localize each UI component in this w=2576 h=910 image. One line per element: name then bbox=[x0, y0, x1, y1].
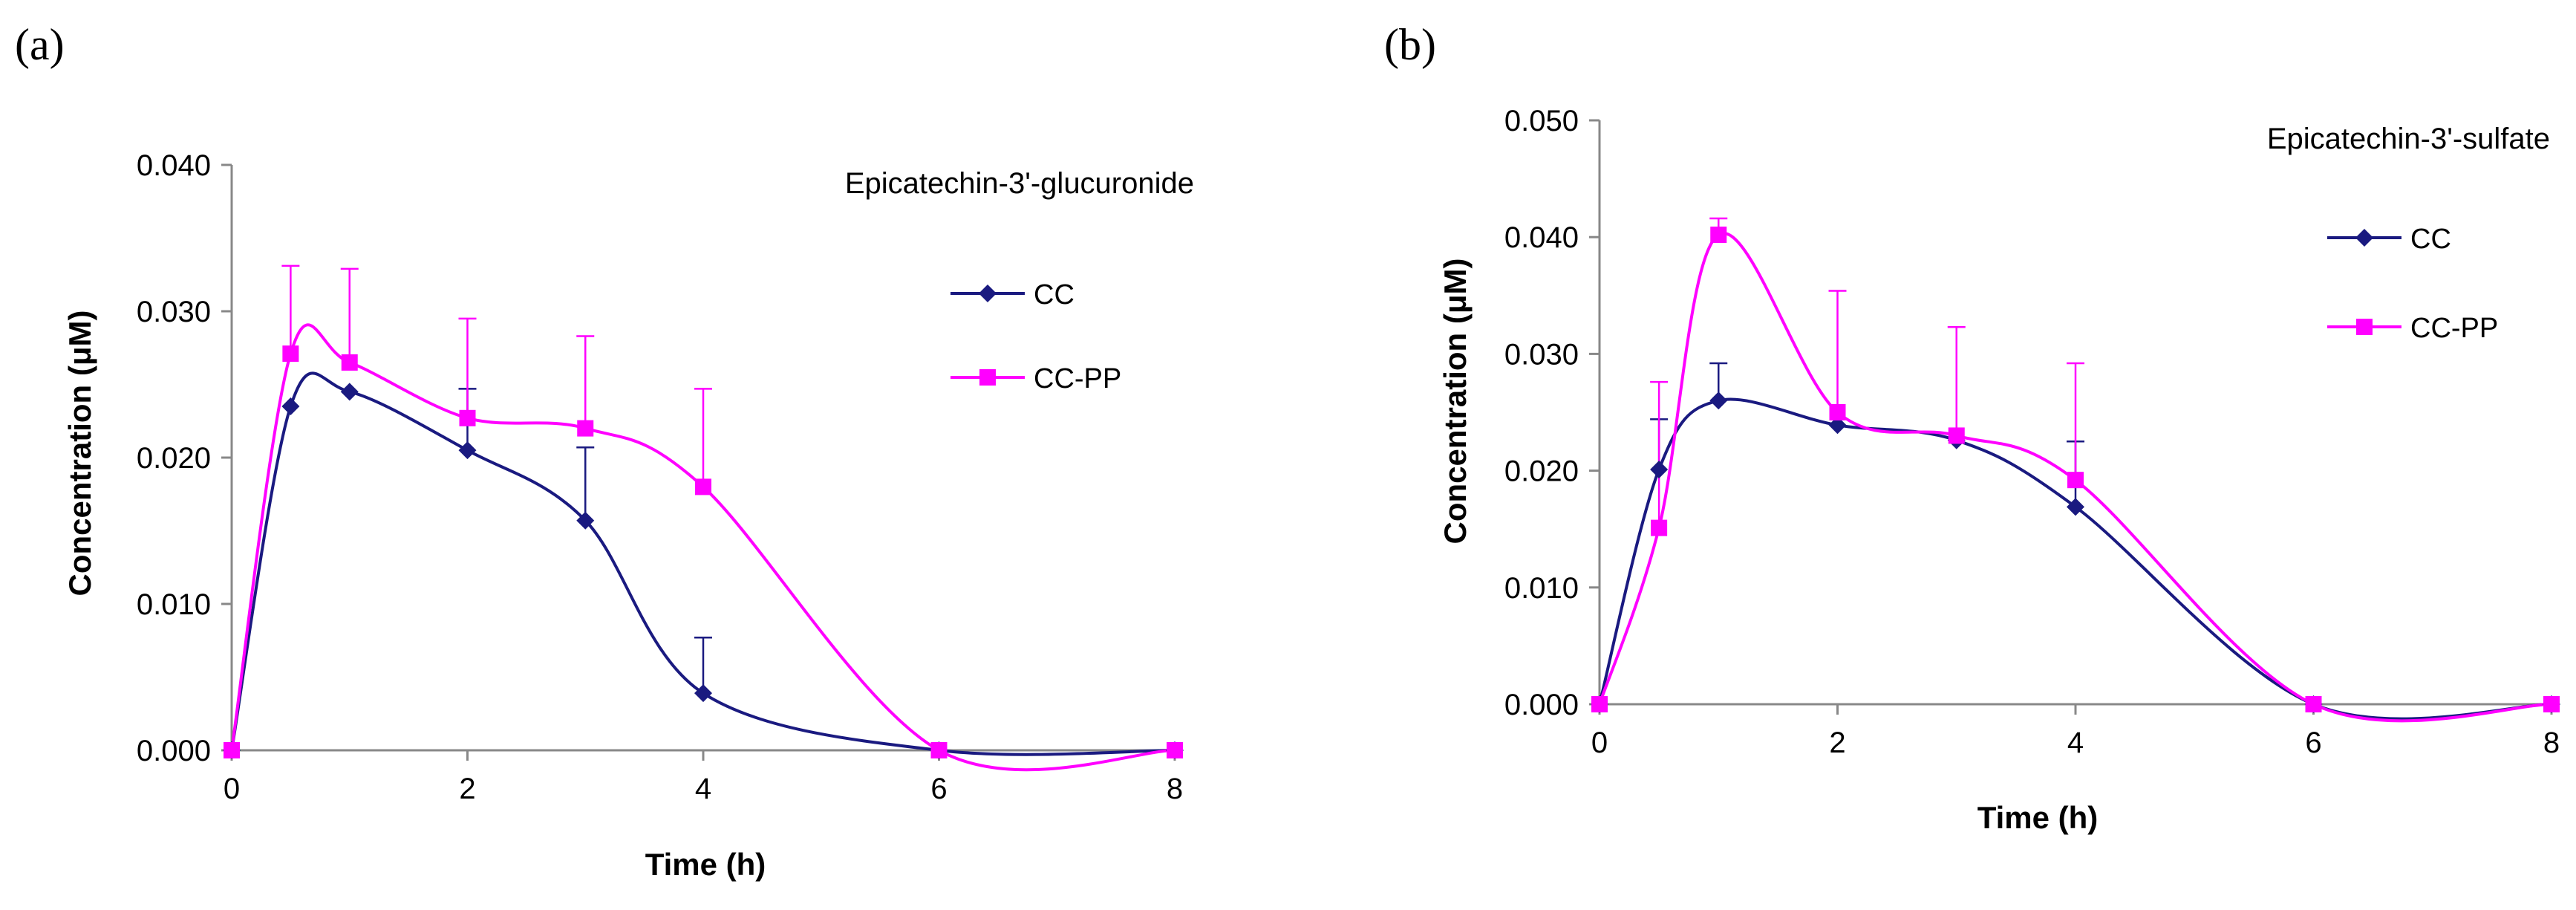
data-point-cc-pp bbox=[2305, 696, 2322, 712]
error-bar-cc-pp bbox=[1947, 325, 1966, 436]
error-bars bbox=[1650, 217, 2084, 528]
x-tick-label: 2 bbox=[459, 773, 475, 805]
chart-panel-b: (b) Epicatechin-3'-sulfate Time (h) Conc… bbox=[1288, 0, 2576, 906]
error-bar-cc bbox=[694, 637, 712, 694]
data-point-cc-pp bbox=[695, 478, 711, 495]
y-tick-label: 0.000 bbox=[1504, 689, 1579, 721]
data-point-cc-pp bbox=[1651, 519, 1668, 536]
legend-item-cc: CC bbox=[2327, 224, 2451, 255]
x-tick-label: 2 bbox=[1829, 727, 1845, 759]
data-point-cc-pp bbox=[1829, 404, 1846, 420]
x-tick-label: 0 bbox=[1591, 727, 1608, 759]
y-tick-label: 0.040 bbox=[1504, 221, 1579, 254]
x-tick-label: 4 bbox=[2067, 727, 2084, 759]
data-point-cc-pp bbox=[930, 742, 948, 758]
data-point-cc bbox=[340, 383, 359, 401]
x-tick-label: 4 bbox=[695, 773, 711, 805]
x-axis-label: Time (h) bbox=[645, 847, 766, 882]
x-tick-label: 0 bbox=[224, 773, 240, 805]
data-point-cc-pp bbox=[341, 354, 358, 371]
y-tick-label: 0.040 bbox=[137, 149, 211, 182]
legend-label: CC bbox=[1034, 279, 1075, 311]
error-bar-cc-pp bbox=[281, 264, 300, 354]
y-tick-label: 0.020 bbox=[137, 442, 211, 475]
error-bar-cc-pp bbox=[458, 317, 477, 418]
panel-label: (a) bbox=[15, 20, 65, 69]
legend-marker-cc-pp bbox=[2356, 319, 2373, 335]
legend-item-cc: CC bbox=[950, 279, 1075, 311]
error-bar-cc-pp bbox=[1650, 380, 1669, 528]
data-point-cc-pp bbox=[224, 742, 240, 758]
legend: CC CC-PP bbox=[950, 279, 1121, 394]
chart-title: Epicatechin-3'-sulfate bbox=[2267, 123, 2550, 155]
chart-panel-a: (a) Epicatechin-3'-glucuronide Time (h) … bbox=[0, 0, 1288, 906]
y-tick-label: 0.010 bbox=[137, 588, 211, 621]
data-point-cc-pp bbox=[2067, 472, 2084, 489]
x-tick-label: 8 bbox=[2543, 727, 2560, 759]
axes: 0.000 0.010 0.020 0.030 0.040 0 2 4 6 8 bbox=[137, 149, 1183, 805]
data-point-cc-pp bbox=[2543, 696, 2560, 712]
y-tick-label: 0.030 bbox=[1504, 338, 1579, 371]
data-point-cc-pp bbox=[1591, 696, 1608, 712]
legend-item-cc-pp: CC-PP bbox=[2327, 313, 2498, 344]
series-line-cc-pp bbox=[1598, 232, 2552, 723]
data-point-cc bbox=[2067, 498, 2084, 516]
y-tick-label: 0.020 bbox=[1504, 455, 1579, 488]
data-point-cc bbox=[458, 441, 477, 460]
y-axis-label: Concentration (μM) bbox=[1438, 259, 1473, 545]
data-point-cc bbox=[281, 397, 300, 416]
x-axis-label: Time (h) bbox=[1977, 800, 2099, 835]
x-tick-label: 6 bbox=[2305, 727, 2321, 759]
series-line-cc bbox=[230, 371, 1175, 756]
data-point-cc-pp bbox=[282, 345, 299, 363]
legend-marker-cc-pp bbox=[979, 369, 996, 386]
y-axis-label: Concentration (μM) bbox=[62, 311, 97, 597]
legend-item-cc-pp: CC-PP bbox=[950, 363, 1121, 394]
error-bar-cc-pp bbox=[2067, 362, 2084, 481]
axes: 0.000 0.010 0.020 0.030 0.040 0.050 0 2 4 6 8 bbox=[1504, 105, 2560, 759]
y-tick-label: 0.000 bbox=[137, 735, 211, 767]
panel-label: (b) bbox=[1384, 20, 1436, 69]
data-point-cc-pp bbox=[1167, 742, 1183, 758]
legend-label: CC bbox=[2410, 224, 2451, 255]
data-point-cc bbox=[1828, 416, 1847, 435]
data-point-cc bbox=[576, 511, 595, 530]
series-markers bbox=[1591, 227, 2560, 713]
x-tick-label: 8 bbox=[1167, 773, 1183, 805]
data-point-cc-pp bbox=[459, 409, 476, 426]
legend-label: CC-PP bbox=[2410, 313, 2498, 344]
data-point-cc bbox=[1709, 391, 1728, 410]
legend: CC CC-PP bbox=[2327, 224, 2498, 344]
chart-title: Epicatechin-3'-glucuronide bbox=[845, 167, 1194, 200]
error-bar-cc-pp bbox=[694, 388, 712, 487]
legend-marker-cc bbox=[979, 285, 997, 302]
chart-a-svg: (a) Epicatechin-3'-glucuronide Time (h) … bbox=[15, 20, 1194, 882]
data-point-cc-pp bbox=[577, 420, 594, 437]
error-bar-cc bbox=[576, 446, 595, 521]
x-tick-label: 6 bbox=[930, 773, 947, 805]
legend-label: CC-PP bbox=[1034, 363, 1121, 394]
data-point-cc-pp bbox=[1948, 427, 1965, 444]
y-tick-label: 0.010 bbox=[1504, 572, 1579, 605]
data-point-cc bbox=[694, 684, 712, 703]
legend-marker-cc bbox=[2355, 229, 2373, 247]
data-point-cc bbox=[1650, 461, 1669, 479]
y-tick-label: 0.030 bbox=[137, 296, 211, 328]
error-bar-cc-pp bbox=[340, 267, 359, 363]
chart-b-svg: (b) Epicatechin-3'-sulfate Time (h) Conc… bbox=[1384, 20, 2560, 835]
series-markers bbox=[223, 345, 1184, 759]
error-bar-cc-pp bbox=[1828, 290, 1847, 412]
data-point-cc-pp bbox=[1710, 227, 1727, 244]
y-tick-label: 0.050 bbox=[1504, 105, 1579, 137]
error-bar-cc-pp bbox=[576, 335, 595, 429]
